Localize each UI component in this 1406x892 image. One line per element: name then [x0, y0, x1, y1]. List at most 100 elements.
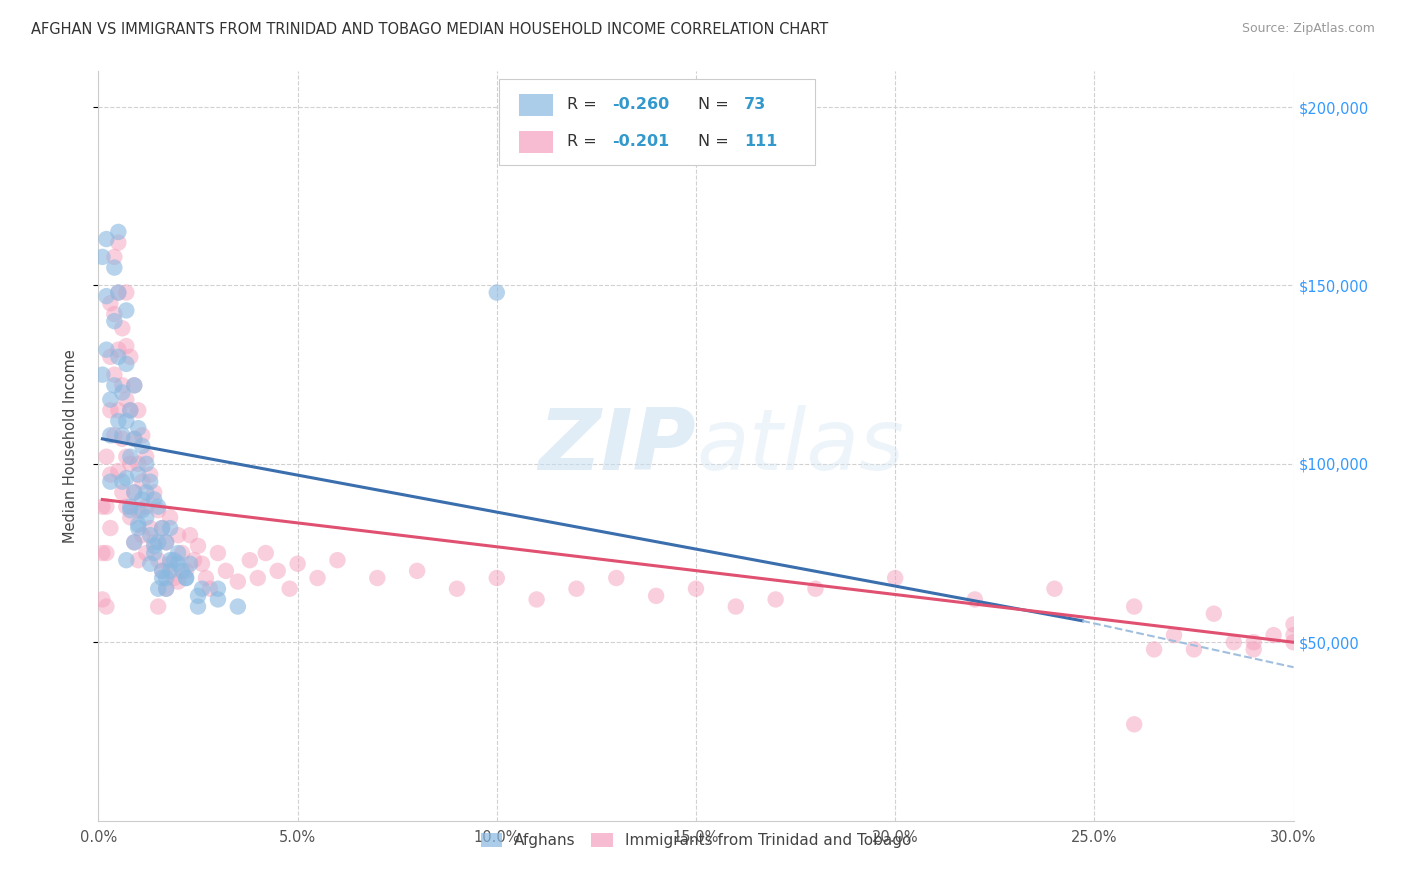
Point — [148, 500, 170, 514]
Point — [120, 403, 142, 417]
Point — [267, 564, 290, 578]
Point — [150, 571, 173, 585]
Point — [226, 599, 249, 614]
Point — [131, 528, 153, 542]
Point — [103, 428, 125, 442]
Point — [172, 546, 194, 560]
Point — [163, 553, 186, 567]
Text: N =: N = — [699, 97, 734, 112]
Point — [406, 564, 429, 578]
Point — [326, 553, 349, 567]
Point — [1163, 628, 1185, 642]
Point — [198, 582, 221, 596]
Point — [1123, 717, 1146, 731]
Point — [98, 475, 122, 489]
Point — [143, 539, 166, 553]
Point — [111, 378, 134, 392]
Point — [187, 599, 209, 614]
Point — [107, 414, 129, 428]
Point — [98, 521, 122, 535]
Point — [127, 403, 149, 417]
Point — [120, 350, 142, 364]
Point — [115, 500, 138, 514]
Point — [111, 432, 134, 446]
Point — [143, 546, 166, 560]
Point — [96, 289, 118, 303]
Point — [963, 592, 986, 607]
Point — [135, 546, 157, 560]
Point — [120, 403, 142, 417]
Point — [124, 432, 146, 446]
Point — [127, 421, 149, 435]
Point — [159, 510, 181, 524]
Point — [107, 403, 129, 417]
Point — [131, 492, 153, 507]
Point — [167, 557, 190, 571]
Point — [163, 571, 186, 585]
Point — [139, 528, 162, 542]
Point — [1043, 582, 1066, 596]
Point — [605, 571, 627, 585]
Point — [724, 599, 747, 614]
Point — [139, 467, 162, 482]
Point — [120, 450, 142, 464]
Point — [143, 535, 166, 549]
Point — [127, 503, 149, 517]
Point — [159, 557, 181, 571]
Point — [155, 535, 177, 549]
Text: AFGHAN VS IMMIGRANTS FROM TRINIDAD AND TOBAGO MEDIAN HOUSEHOLD INCOME CORRELATIO: AFGHAN VS IMMIGRANTS FROM TRINIDAD AND T… — [31, 22, 828, 37]
Point — [98, 350, 122, 364]
Point — [91, 250, 114, 264]
Point — [131, 428, 153, 442]
Point — [103, 378, 125, 392]
Point — [174, 571, 197, 585]
Point — [159, 553, 181, 567]
Point — [1223, 635, 1246, 649]
Point — [135, 485, 157, 500]
Point — [155, 571, 177, 585]
Point — [115, 357, 138, 371]
Point — [167, 574, 190, 589]
Point — [111, 385, 134, 400]
Point — [155, 582, 177, 596]
Point — [107, 464, 129, 478]
Point — [278, 582, 301, 596]
Point — [1123, 599, 1146, 614]
Point — [1263, 628, 1285, 642]
Point — [191, 582, 214, 596]
Point — [179, 528, 201, 542]
Point — [167, 546, 190, 560]
Point — [107, 235, 129, 250]
Point — [143, 485, 166, 500]
Point — [127, 457, 149, 471]
Point — [159, 521, 181, 535]
Point — [765, 592, 787, 607]
Point — [195, 571, 218, 585]
Point — [127, 553, 149, 567]
Point — [215, 564, 238, 578]
Point — [115, 471, 138, 485]
Point — [107, 285, 129, 300]
Text: atlas: atlas — [696, 404, 904, 488]
Point — [107, 225, 129, 239]
Point — [124, 378, 146, 392]
Point — [111, 321, 134, 335]
Point — [111, 428, 134, 442]
Point — [115, 553, 138, 567]
Point — [127, 467, 149, 482]
Point — [804, 582, 827, 596]
Point — [207, 546, 229, 560]
Point — [239, 553, 262, 567]
Point — [115, 303, 138, 318]
Point — [1202, 607, 1225, 621]
Point — [98, 467, 122, 482]
Point — [115, 339, 138, 353]
Point — [191, 557, 214, 571]
Point — [103, 250, 125, 264]
Point — [124, 485, 146, 500]
Point — [131, 439, 153, 453]
Point — [174, 564, 197, 578]
Point — [366, 571, 388, 585]
Point — [135, 450, 157, 464]
Point — [127, 521, 149, 535]
